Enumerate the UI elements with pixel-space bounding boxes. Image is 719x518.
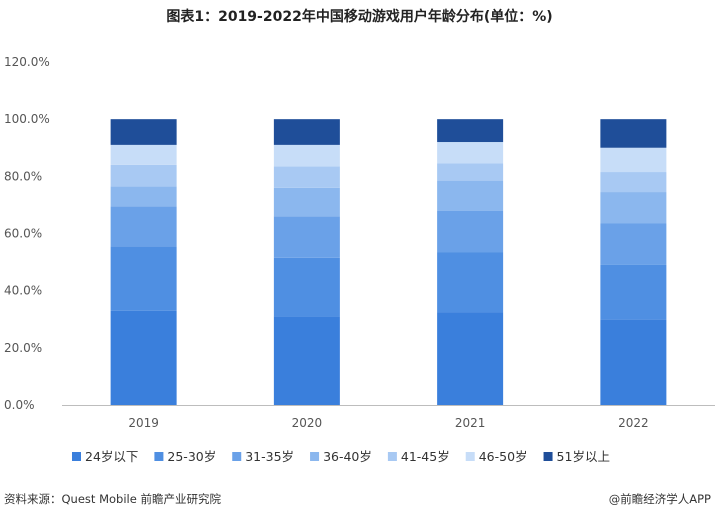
y-tick-label: 80.0% [4, 169, 42, 183]
legend-swatch [72, 452, 81, 461]
x-tick-label: 2020 [292, 416, 323, 430]
bar-segment-2019-0 [110, 310, 177, 405]
bar-segment-2021-5 [437, 142, 504, 164]
y-tick-label: 0.0% [4, 398, 35, 412]
bar-segment-2019-3 [110, 186, 177, 207]
legend-swatch [387, 452, 397, 461]
x-tick-label: 2019 [128, 416, 159, 430]
bar-segment-2021-2 [437, 210, 504, 253]
bar-segment-2019-5 [110, 144, 177, 165]
bar-segment-2020-1 [273, 257, 340, 317]
bar-segment-2019-6 [110, 119, 177, 145]
bar-segment-2020-6 [273, 119, 340, 145]
x-tick-label: 2021 [455, 416, 486, 430]
source-note: 资料来源：Quest Mobile 前瞻产业研究院 [4, 492, 221, 506]
bar-segment-2020-4 [273, 166, 340, 188]
legend-label: 25-30岁 [167, 449, 216, 464]
x-tick-label: 2022 [618, 416, 649, 430]
y-tick-label: 60.0% [4, 227, 42, 241]
bar-segment-2019-2 [110, 206, 177, 247]
legend-label: 36-40岁 [323, 449, 372, 464]
bar-segment-2020-5 [273, 144, 340, 167]
legend-label: 51岁以上 [557, 449, 610, 464]
bar-segment-2022-4 [600, 172, 667, 193]
bar-segment-2020-0 [273, 316, 340, 405]
bar-segment-2021-3 [437, 180, 504, 211]
bar-segment-2021-4 [437, 163, 504, 181]
bar-segment-2021-1 [437, 252, 504, 313]
legend-swatch [232, 452, 242, 461]
bar-segment-2022-3 [600, 192, 667, 224]
bar-segment-2020-2 [273, 216, 340, 258]
y-tick-label: 40.0% [4, 284, 42, 298]
bar-segment-2022-2 [600, 223, 667, 265]
legend-label: 24岁以下 [85, 449, 138, 464]
legend-swatch [310, 452, 320, 461]
bar-segment-2020-3 [273, 187, 340, 217]
legend-swatch [154, 452, 164, 461]
bar-segment-2019-1 [110, 246, 177, 311]
bar-segment-2021-0 [437, 312, 504, 405]
legend-swatch [465, 452, 475, 461]
legend-swatch [543, 452, 553, 461]
bar-segment-2022-0 [600, 319, 667, 405]
bar-segment-2021-6 [437, 119, 504, 143]
bar-segment-2019-4 [110, 164, 177, 187]
y-tick-label: 100.0% [4, 112, 50, 126]
legend-label: 41-45岁 [401, 449, 450, 464]
legend-label: 46-50岁 [479, 449, 528, 464]
bar-segment-2022-1 [600, 264, 667, 320]
legend-label: 31-35岁 [245, 449, 294, 464]
brand-credit: @前瞻经济学人APP [608, 492, 711, 506]
y-tick-label: 20.0% [4, 341, 42, 355]
y-tick-label: 120.0% [4, 55, 50, 69]
chart-title: 图表1：2019-2022年中国移动游戏用户年龄分布(单位：%) [166, 9, 553, 25]
bar-segment-2022-6 [600, 119, 667, 148]
bar-segment-2022-5 [600, 147, 667, 173]
